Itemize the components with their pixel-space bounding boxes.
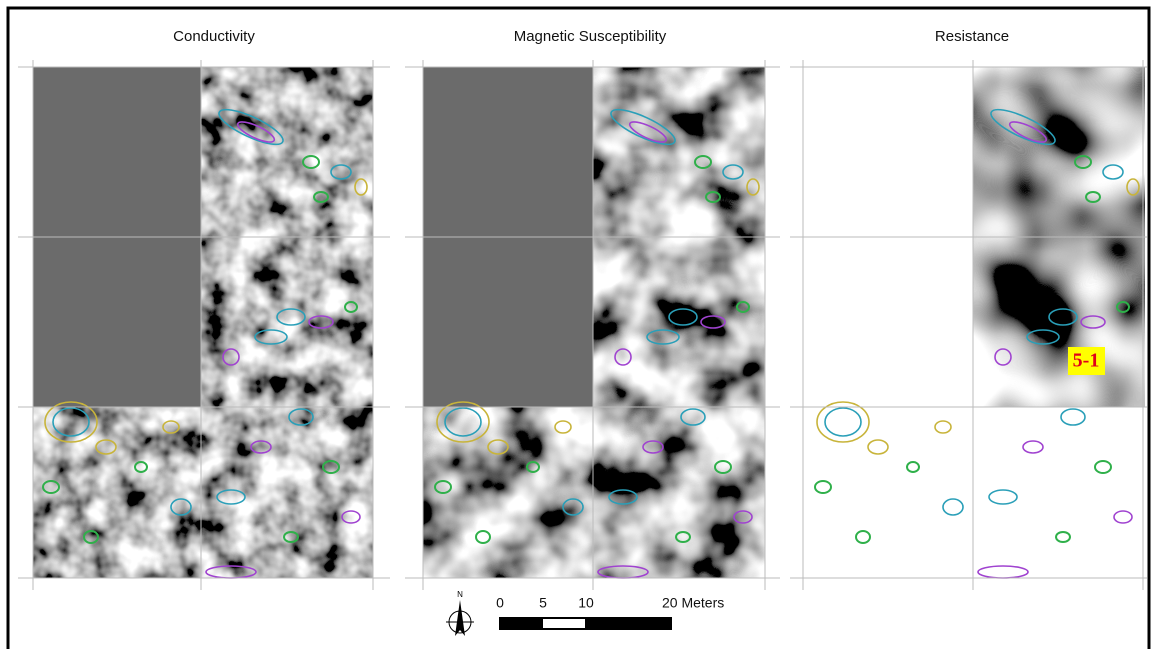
scale-label: 0 xyxy=(496,595,504,611)
site-label: 5-1 xyxy=(1073,350,1100,372)
raster xyxy=(423,407,765,578)
panel-title: Resistance xyxy=(935,28,1009,45)
panel-conductivity xyxy=(33,67,373,580)
scale-label: 10 xyxy=(578,595,594,611)
grid-lines xyxy=(18,60,390,590)
label-box xyxy=(1068,347,1105,375)
scale-label: 5 xyxy=(539,595,547,611)
north-label: N xyxy=(457,590,463,599)
grid-lines xyxy=(405,60,780,590)
grid-lines xyxy=(790,60,1147,590)
panel-magnetic xyxy=(423,67,765,580)
panel-resistance: 5-1 xyxy=(814,67,1145,580)
scale-label: 20 Meters xyxy=(662,595,724,611)
north-arrow: N xyxy=(446,590,474,636)
scale-segment xyxy=(543,619,585,628)
scale-segment xyxy=(499,617,672,630)
grid xyxy=(18,60,1147,590)
panel-title: Conductivity xyxy=(173,28,255,45)
panel-title: Magnetic Susceptibility xyxy=(514,28,667,45)
scale-bar: 0 5 10 20 Meters xyxy=(496,595,724,630)
